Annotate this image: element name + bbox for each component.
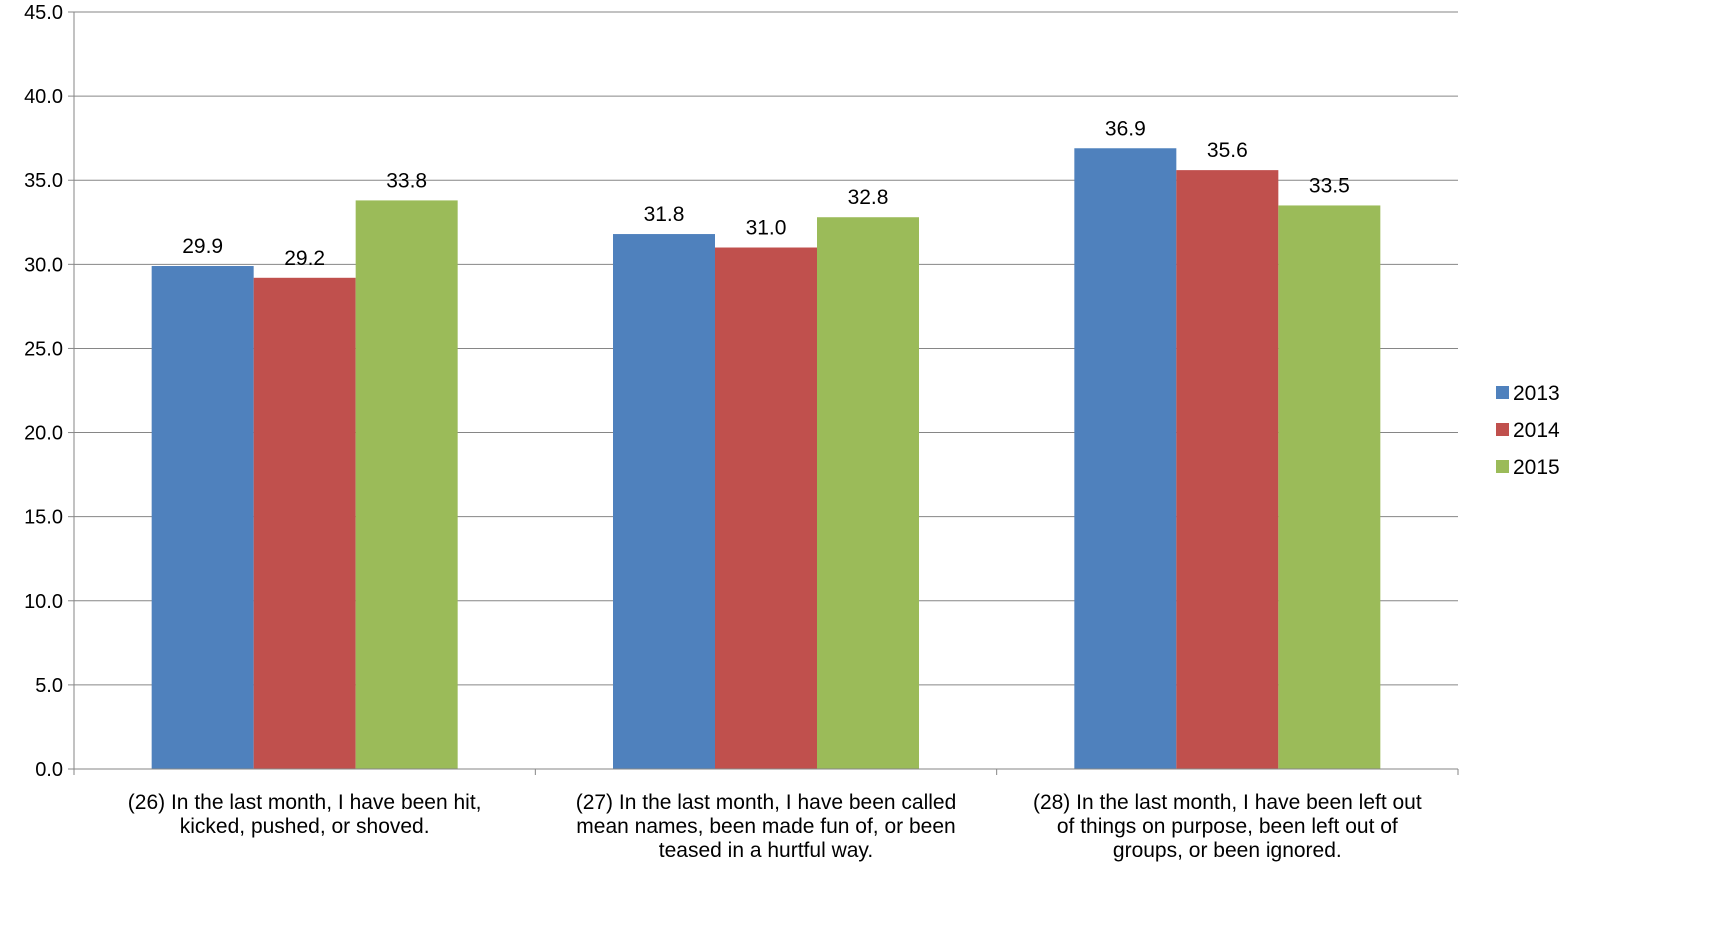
data-label: 29.2 <box>284 247 325 270</box>
category-label: (28) In the last month, I have been left… <box>1033 791 1422 814</box>
data-label: 35.6 <box>1207 139 1248 162</box>
bar <box>253 277 356 769</box>
data-label: 33.8 <box>386 169 427 192</box>
y-tick-label: 5.0 <box>35 675 63 697</box>
y-axis-ticks: 0.0 5.0 10.0 15.0 20.0 25.0 30.0 35.0 40.0 45.0 <box>24 2 74 781</box>
legend-swatch <box>1496 423 1509 436</box>
data-labels: 29.9 29.2 33.8 31.8 31.0 32.8 36.9 35.6 33.5 <box>182 117 1350 270</box>
category-labels: (26) In the last month, I have been hit,… <box>128 791 1422 862</box>
category-label: (27) In the last month, I have been call… <box>576 791 957 814</box>
data-label: 29.9 <box>182 235 223 258</box>
bar <box>817 217 919 770</box>
bar <box>715 247 817 769</box>
legend-swatch <box>1496 386 1509 399</box>
y-tick-label: 10.0 <box>24 591 63 613</box>
y-tick-label: 0.0 <box>35 759 63 781</box>
legend-label: 2014 <box>1513 419 1560 442</box>
bar <box>1278 205 1381 769</box>
category-label: (26) In the last month, I have been hit, <box>128 791 482 814</box>
bar <box>151 266 254 769</box>
bar <box>1176 170 1279 769</box>
data-label: 36.9 <box>1105 117 1146 140</box>
axes <box>73 12 1459 775</box>
data-label: 31.8 <box>644 203 685 226</box>
y-tick-label: 25.0 <box>24 338 63 360</box>
category-label: groups, or been ignored. <box>1113 839 1342 862</box>
category-label: teased in a hurtful way. <box>659 839 873 862</box>
data-label: 33.5 <box>1309 174 1350 197</box>
bar <box>1074 148 1177 769</box>
category-label: of things on purpose, been left out of <box>1057 815 1398 838</box>
legend-label: 2015 <box>1513 456 1560 479</box>
data-label: 32.8 <box>848 186 889 209</box>
y-tick-label: 40.0 <box>24 86 63 108</box>
y-tick-label: 15.0 <box>24 507 63 529</box>
bar <box>613 234 715 769</box>
legend-swatch <box>1496 460 1509 473</box>
y-tick-label: 30.0 <box>24 254 63 276</box>
y-tick-label: 45.0 <box>24 2 63 24</box>
bars <box>151 148 1381 770</box>
legend-label: 2013 <box>1513 382 1560 405</box>
y-tick-label: 20.0 <box>24 423 63 445</box>
bar <box>355 200 458 770</box>
y-tick-label: 35.0 <box>24 170 63 192</box>
legend: 2013 2014 2015 <box>1496 382 1560 479</box>
data-label: 31.0 <box>746 217 787 240</box>
category-label: kicked, pushed, or shoved. <box>180 815 430 838</box>
category-label: mean names, been made fun of, or been <box>576 815 955 838</box>
